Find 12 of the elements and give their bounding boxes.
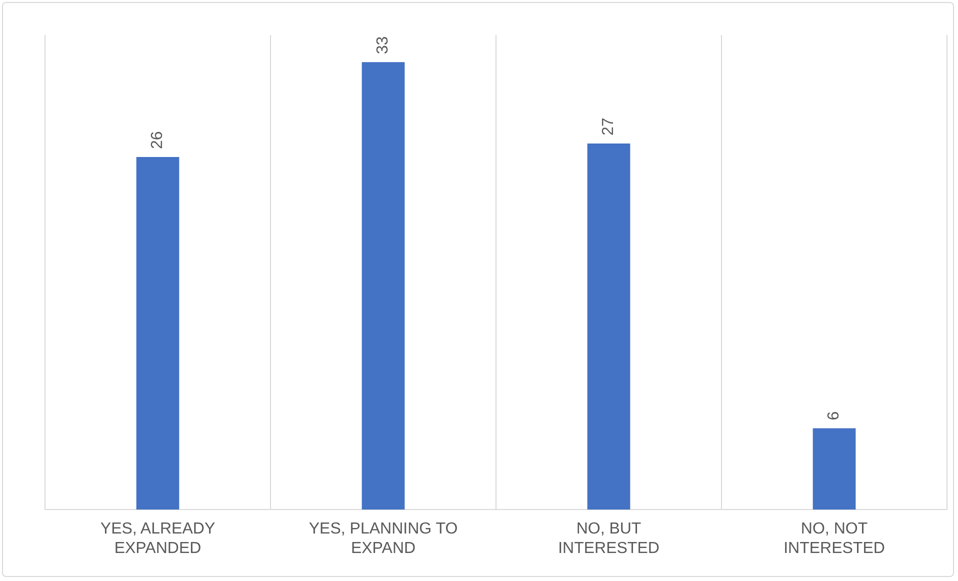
bar	[362, 62, 405, 510]
data-label: 26	[149, 131, 166, 150]
data-label: 6	[826, 411, 843, 420]
x-tick-label: YES, ALREADY EXPANDED	[100, 520, 216, 557]
data-label: 33	[374, 36, 392, 54]
data-label: 27	[600, 118, 618, 136]
bar	[587, 143, 630, 510]
bar	[136, 157, 180, 510]
bar	[812, 428, 856, 510]
x-tick-label: YES, PLANNING TO EXPAND	[308, 520, 458, 557]
x-tick-label: NO, NOT INTERESTED	[784, 520, 885, 557]
x-tick-label: NO, BUT INTERESTED	[558, 520, 660, 557]
